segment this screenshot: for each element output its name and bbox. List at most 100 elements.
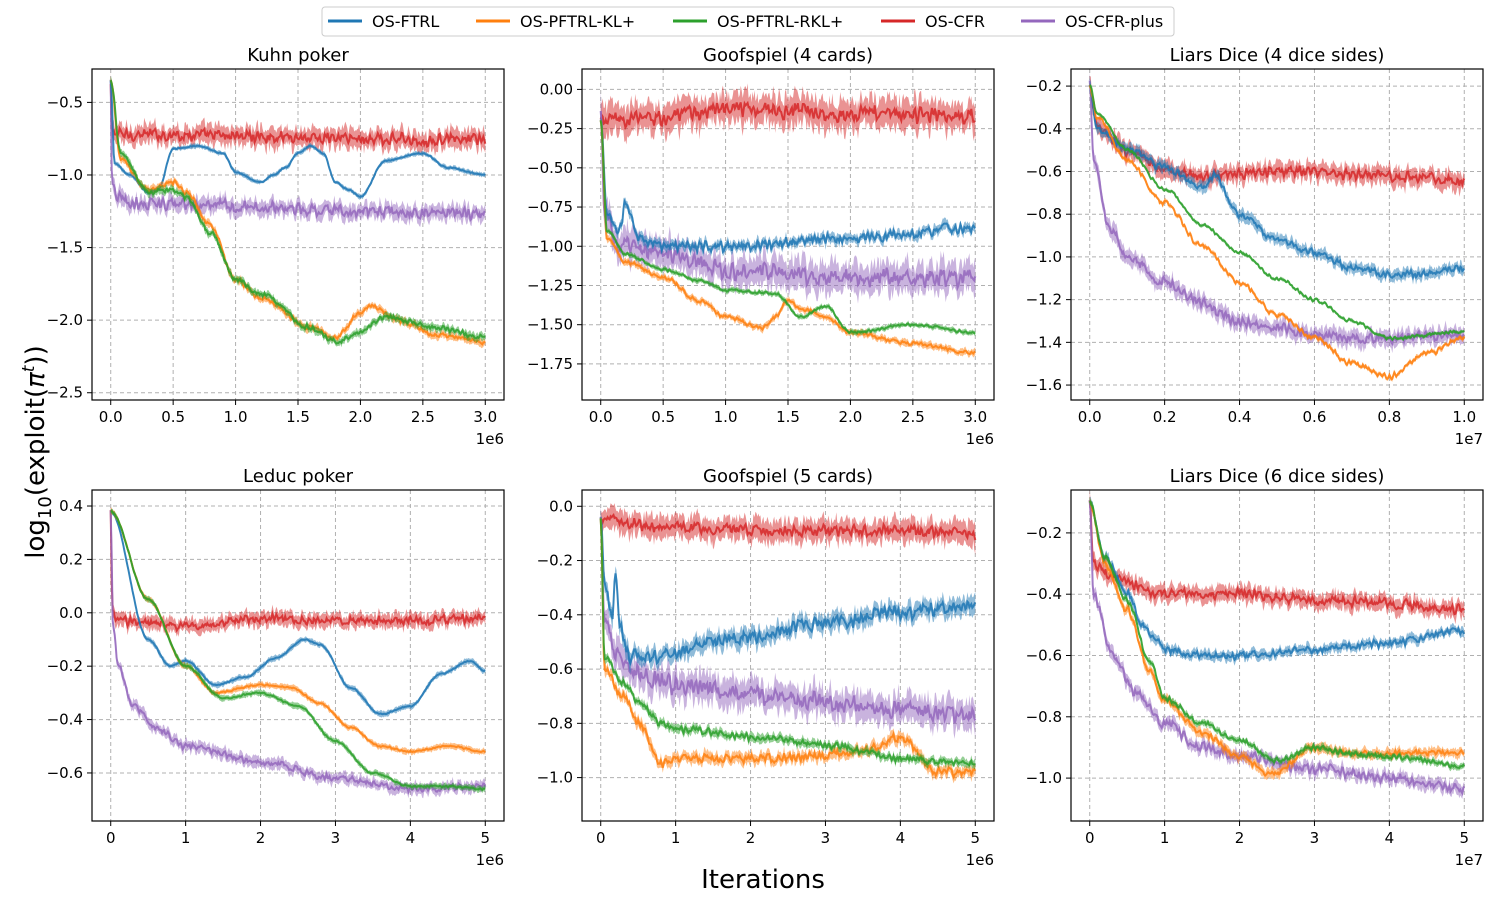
series-line-os-pftrl-rkl+ (1088, 500, 1466, 769)
x-tick-label: 5 (970, 829, 980, 847)
y-tick-label: −2.5 (47, 384, 83, 402)
y-tick-label: −0.2 (1026, 77, 1062, 95)
figure-ylabel: log10(exploit(πt)) (19, 345, 56, 558)
series-group (109, 72, 487, 349)
grid (582, 490, 994, 821)
x-tick-label: 0.0 (1078, 408, 1102, 426)
x-tick-label: 5 (480, 829, 490, 847)
y-tick-label: −0.5 (47, 93, 83, 111)
chart-panel-0: 0.0 0.5 1.0 1.5 2.0 2.5 3.0 −2.5 −2.0 −1.5 −1.0 −0.… (47, 45, 505, 448)
y-tick-label: −1.0 (47, 166, 83, 184)
y-tick-label: −0.6 (537, 660, 573, 678)
x-scale-label: 1e6 (966, 851, 994, 869)
series-band-os-cfr-plus (1089, 71, 1465, 354)
y-tick-label: −0.2 (537, 552, 573, 570)
series-group (599, 503, 977, 784)
x-tick-label: 2 (746, 829, 756, 847)
series-line-os-cfr-plus (109, 510, 487, 795)
series-group (599, 83, 977, 358)
x-tick-label: 5 (1459, 829, 1469, 847)
series-line-os-cfr (599, 513, 977, 541)
ylabel-sup: t (19, 364, 39, 372)
series-band-os-ftrl (600, 509, 976, 674)
series-line-os-pftrl-rkl+ (109, 79, 486, 345)
series-group (1088, 490, 1466, 799)
y-tick-label: −0.75 (527, 198, 573, 216)
series-group (109, 504, 487, 799)
ylabel-main: (exploit( (21, 388, 51, 496)
legend-label-1: OS-PFTRL-KL+ (520, 12, 635, 31)
x-tick-label: 3.0 (473, 408, 497, 426)
x-tick-label: 1.5 (776, 408, 800, 426)
y-tick-label: −0.4 (1026, 120, 1062, 138)
series-line-os-pftrl-kl+ (599, 518, 977, 780)
y-tick-label: −1.0 (537, 769, 573, 787)
y-tick-label: 0.0 (549, 497, 573, 515)
series-line-os-cfr (109, 510, 486, 633)
x-tick-label: 0.0 (589, 408, 613, 426)
y-tick-label: −0.8 (1026, 708, 1062, 726)
series-line-os-pftrl-rkl+ (1089, 84, 1465, 342)
series-line-os-cfr-plus (599, 111, 977, 292)
x-tick-label: 0.2 (1153, 408, 1177, 426)
x-tick-label: 1.0 (1452, 408, 1476, 426)
x-tick-label: 0.4 (1228, 408, 1252, 426)
y-tick-label: −1.4 (1026, 333, 1062, 351)
grid (92, 69, 504, 400)
chart-panel-3: 0 1 2 3 4 5 −0.6 −0.4 −0.2 0.0 0.2 0.4 Leduc poker 1e… (47, 466, 505, 869)
y-tick-label: −2.0 (47, 311, 83, 329)
y-tick-label: −1.25 (527, 276, 573, 294)
series-line-os-pftrl-kl+ (1088, 500, 1465, 777)
y-tick-label: 0.2 (59, 550, 83, 568)
y-tick-label: −0.8 (537, 714, 573, 732)
y-tick-label: 0.00 (540, 80, 573, 98)
figure-xlabel: Iterations (701, 865, 825, 895)
x-tick-label: 2.0 (348, 408, 372, 426)
x-tick-label: 0.8 (1377, 408, 1401, 426)
legend-item-1: OS-PFTRL-KL+ (476, 12, 635, 31)
x-scale-label: 1e7 (1455, 851, 1483, 869)
series-band-os-cfr (110, 504, 486, 637)
series-line-os-ftrl (599, 119, 977, 256)
x-tick-label: 0 (1085, 829, 1095, 847)
y-tick-label: −1.0 (1026, 248, 1062, 266)
series-band-os-ftrl (1089, 78, 1465, 285)
series-line-os-cfr (109, 84, 487, 149)
chart-panel-4: 0 1 2 3 4 5 −1.0 −0.8 −0.6 −0.4 −0.2 0.0 Goofspiel (… (537, 466, 995, 869)
axes-frame (1070, 68, 1484, 401)
series-line-os-pftrl-kl+ (1088, 85, 1466, 381)
x-scale-label: 1e6 (476, 430, 504, 448)
chart-title: Goofspiel (4 cards) (703, 45, 873, 66)
series-line-os-cfr (599, 100, 976, 131)
legend-label-0: OS-FTRL (372, 12, 439, 31)
y-tick-label: −1.5 (47, 239, 83, 257)
x-tick-label: 1.5 (286, 408, 310, 426)
chart-panel-2: 0.0 0.2 0.4 0.6 0.8 1.0 −1.6 −1.4 −1.2 −1.0 −0.8 −0… (1026, 45, 1484, 448)
y-tick-label: −1.2 (1026, 291, 1062, 309)
chart-title: Leduc poker (243, 466, 354, 487)
ylabel-pi: π (21, 372, 51, 388)
chart-title: Goofspiel (5 cards) (703, 466, 873, 487)
ylabel-log: log (21, 519, 51, 559)
x-tick-label: 2.0 (838, 408, 862, 426)
y-tick-label: 0.0 (59, 604, 83, 622)
y-tick-label: −0.4 (47, 711, 83, 729)
x-scale-label: 1e6 (476, 851, 504, 869)
y-tick-label: −0.6 (1026, 647, 1062, 665)
series-line-os-ftrl (599, 517, 977, 667)
y-tick-label: −1.00 (527, 237, 573, 255)
chart-title: Liars Dice (4 dice sides) (1170, 45, 1385, 66)
series-line-os-pftrl-rkl+ (110, 510, 486, 792)
x-tick-label: 3 (1310, 829, 1320, 847)
series-band-os-pftrl-rkl+ (1089, 84, 1465, 342)
series-group (1088, 71, 1466, 382)
legend-box (321, 6, 1175, 37)
y-tick-label: −1.0 (1026, 769, 1062, 787)
series-band-os-pftrl-rkl+ (600, 513, 976, 770)
x-tick-label: 2 (1235, 829, 1245, 847)
series-band-os-pftrl-rkl+ (1089, 497, 1465, 772)
x-tick-label: 0.0 (99, 408, 123, 426)
legend-label-2: OS-PFTRL-RKL+ (717, 12, 843, 31)
series-line-os-cfr-plus (109, 79, 486, 223)
x-tick-label: 4 (896, 829, 906, 847)
